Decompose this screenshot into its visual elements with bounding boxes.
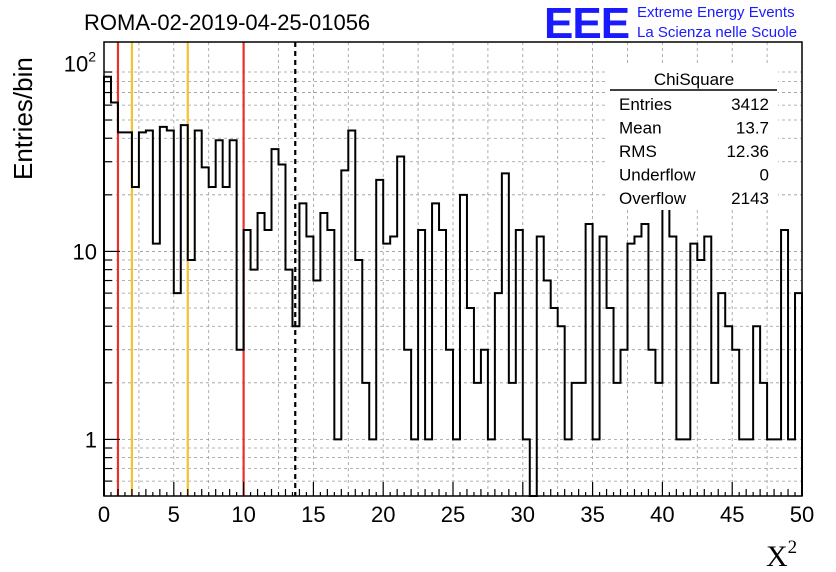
chart-title: ROMA-02-2019-04-25-01056 (84, 10, 371, 35)
stats-value: 0 (760, 166, 769, 185)
y-tick-label: 102 (64, 48, 96, 76)
stats-value: 13.7 (736, 119, 769, 138)
x-tick-label: 20 (371, 502, 395, 527)
marker-lines (116, 42, 297, 496)
x-tick-label: 40 (650, 502, 674, 527)
stats-label: Mean (619, 119, 662, 138)
stats-label: Entries (619, 95, 672, 114)
logo-line-1: Extreme Energy Events (637, 4, 795, 21)
stats-value: 3412 (731, 95, 769, 114)
x-tick-label: 30 (511, 502, 535, 527)
y-tick-label: 1 (85, 427, 97, 452)
stats-title: ChiSquare (654, 70, 734, 89)
axis-ticks (103, 71, 803, 496)
stats-value: 2143 (731, 189, 769, 208)
eee-logo: EEE (544, 0, 630, 48)
x-axis-label-superscript: 2 (788, 537, 798, 558)
stats-label: Overflow (619, 189, 687, 208)
x-tick-label: 0 (98, 502, 110, 527)
x-tick-label: 10 (231, 502, 255, 527)
x-tick-label: 45 (720, 502, 744, 527)
stats-box: ChiSquare Entries 3412 Mean 13.7 RMS 12.36 Unde… (608, 66, 778, 210)
y-tick-labels: 1 10 102 (64, 48, 97, 452)
logo-subtitle: Extreme Energy Events La Scienza nelle S… (637, 3, 797, 43)
x-tick-label: 15 (301, 502, 325, 527)
stats-label: RMS (619, 142, 657, 161)
x-tick-label: 35 (580, 502, 604, 527)
histogram-outline (103, 75, 803, 497)
logo-line-2: La Scienza nelle Scuole (637, 24, 798, 41)
y-tick-label: 10 (73, 239, 97, 264)
stats-label: Underflow (619, 166, 696, 185)
x-tick-label: 25 (441, 502, 465, 527)
x-tick-labels: 0 5 10 15 20 25 30 35 40 45 50 (98, 502, 814, 527)
x-tick-label: 50 (790, 502, 814, 527)
x-tick-label: 5 (168, 502, 180, 527)
stats-value: 12.36 (726, 142, 769, 161)
x-axis-label: X2 (766, 537, 797, 572)
y-axis-label: Entries/bin (8, 57, 38, 180)
